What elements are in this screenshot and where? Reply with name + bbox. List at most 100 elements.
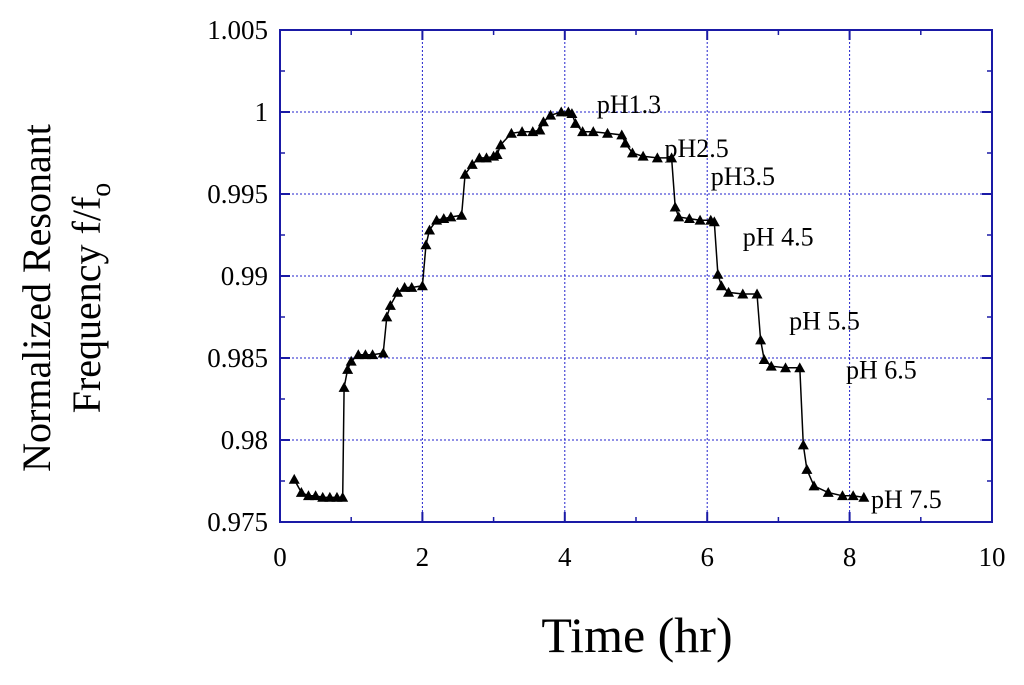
x-tick-label: 2 xyxy=(416,542,430,572)
data-point xyxy=(847,490,859,501)
data-point xyxy=(797,439,809,450)
y-tick-label: 1.005 xyxy=(207,15,268,45)
annotation-label: pH1.3 xyxy=(597,90,661,119)
data-point xyxy=(712,268,724,279)
x-tick-label: 6 xyxy=(700,542,714,572)
data-point xyxy=(666,152,678,163)
data-point xyxy=(367,349,379,360)
axis-ticks xyxy=(279,29,993,523)
data-point xyxy=(651,152,663,163)
data-point xyxy=(694,214,706,225)
x-tick-label: 4 xyxy=(558,542,572,572)
y-tick-label: 0.98 xyxy=(221,425,268,455)
data-point xyxy=(808,480,820,491)
data-point xyxy=(545,109,557,120)
data-point xyxy=(384,300,396,310)
data-point xyxy=(602,127,614,138)
x-tick-label: 10 xyxy=(979,542,1006,572)
data-point xyxy=(587,126,599,137)
y-tick-label: 0.975 xyxy=(207,507,268,537)
annotation-label: pH3.5 xyxy=(711,162,775,191)
y-axis-title-subscript: o xyxy=(86,183,117,197)
data-point xyxy=(566,108,578,119)
y-tick-label: 1 xyxy=(255,97,269,127)
x-tick-labels: 0 2 4 6 8 10 xyxy=(273,542,1005,572)
data-point xyxy=(537,116,549,127)
data-point xyxy=(708,216,720,227)
data-point xyxy=(723,286,735,297)
data-point xyxy=(391,286,403,297)
y-tick-label: 0.985 xyxy=(207,343,268,373)
data-point xyxy=(626,147,638,158)
data-point xyxy=(491,149,503,160)
data-point xyxy=(673,211,685,222)
data-point xyxy=(466,158,478,169)
data-point xyxy=(324,491,336,502)
data-point xyxy=(822,486,834,497)
data-point xyxy=(555,106,567,117)
annotation-label: pH2.5 xyxy=(664,134,728,163)
data-point xyxy=(459,168,471,179)
data-point xyxy=(577,126,589,137)
annotation-label: pH 5.5 xyxy=(789,306,860,335)
annotation-label: pH 6.5 xyxy=(846,355,917,384)
y-tick-label: 0.99 xyxy=(221,261,268,291)
data-line xyxy=(293,111,864,499)
data-point xyxy=(302,490,314,501)
data-point xyxy=(619,137,631,148)
data-point xyxy=(381,311,393,322)
y-tick-label: 0.995 xyxy=(207,179,268,209)
data-point xyxy=(669,201,681,212)
data-point xyxy=(345,355,357,366)
x-axis-title: Time (hr) xyxy=(541,607,732,663)
data-point xyxy=(751,288,763,299)
y-axis-title-main: Frequency f/f xyxy=(64,196,109,413)
data-point xyxy=(338,382,350,392)
data-point xyxy=(377,347,389,358)
data-point xyxy=(456,209,468,220)
data-point xyxy=(715,280,727,291)
y-axis-title-line1: Normalized Resonant xyxy=(14,124,59,472)
data-point xyxy=(836,490,848,501)
data-point xyxy=(534,124,546,135)
data-point xyxy=(399,281,411,292)
data-point xyxy=(758,354,770,365)
y-tick-labels: 0.975 0.98 0.985 0.99 0.995 1 1.005 xyxy=(207,15,268,537)
data-point xyxy=(755,334,767,345)
data-point xyxy=(516,126,528,137)
x-tick-label: 8 xyxy=(843,542,857,572)
data-point xyxy=(683,213,695,223)
data-point xyxy=(445,211,457,222)
data-point xyxy=(794,362,806,373)
data-point xyxy=(505,127,517,138)
data-point xyxy=(420,239,432,250)
grid-lines xyxy=(280,30,992,522)
data-point xyxy=(780,362,792,373)
data-point xyxy=(495,139,507,150)
data-point xyxy=(288,473,300,484)
data-point xyxy=(765,360,777,371)
data-point xyxy=(295,486,307,497)
data-point xyxy=(416,280,428,291)
annotation-label: pH 4.5 xyxy=(743,223,814,252)
data-point xyxy=(858,491,870,502)
data-point xyxy=(342,363,354,374)
data-line-group xyxy=(293,111,864,499)
y-axis-title-line2: Frequency f/fo xyxy=(64,183,117,414)
data-point xyxy=(424,224,436,235)
data-markers xyxy=(288,106,870,502)
data-point xyxy=(406,281,418,292)
data-point xyxy=(737,288,749,299)
y-axis-title: Normalized Resonant Frequency f/fo xyxy=(14,124,117,472)
data-point xyxy=(569,117,581,128)
data-point xyxy=(337,491,349,502)
x-tick-label: 0 xyxy=(273,542,287,572)
data-point xyxy=(616,129,628,140)
data-point xyxy=(317,491,329,502)
data-point xyxy=(473,152,485,163)
annotation-label: pH 7.5 xyxy=(871,485,942,514)
data-point xyxy=(310,490,322,501)
data-point xyxy=(801,464,813,474)
